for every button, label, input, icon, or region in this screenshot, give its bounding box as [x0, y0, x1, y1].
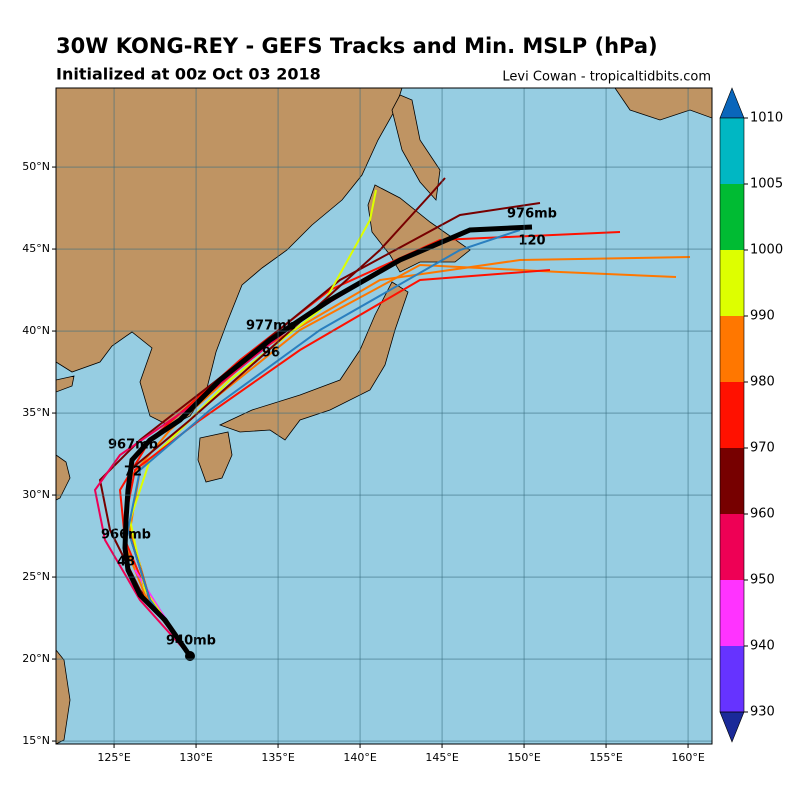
- x-tick-label: 145°E: [425, 751, 458, 764]
- colorbar-tick-label: 960: [750, 507, 775, 522]
- colorbar-segment: [720, 448, 744, 514]
- colorbar-segment: [720, 250, 744, 316]
- pressure-label: 977mb: [246, 319, 296, 334]
- hour-label: 96: [262, 346, 280, 361]
- x-tick-label: 130°E: [179, 751, 212, 764]
- x-tick-label: 155°E: [589, 751, 622, 764]
- start-point: [185, 651, 195, 661]
- colorbar-segment: [720, 514, 744, 580]
- mainland: [56, 88, 403, 427]
- track: [126, 229, 521, 657]
- track-labels: 940mb 966mb 48 967mb 72 977mb 96 976mb 1…: [101, 207, 557, 649]
- colorbar-tick-label: 990: [750, 309, 775, 324]
- x-tick-label: 140°E: [343, 751, 376, 764]
- hour-label: 120: [518, 234, 545, 249]
- y-tick-label: 35°N: [22, 406, 50, 419]
- colorbar-tick-label: 930: [750, 705, 775, 720]
- colorbar-over: [719, 87, 745, 119]
- colorbar-tick-label: 1010: [750, 111, 783, 126]
- land: [56, 88, 712, 744]
- y-tick-label: 40°N: [22, 324, 50, 337]
- y-tick-label: 30°N: [22, 488, 50, 501]
- title: 30W KONG-REY - GEFS Tracks and Min. MSLP…: [56, 34, 658, 58]
- colorbar-segment: [720, 118, 744, 184]
- colorbar-segment: [720, 316, 744, 382]
- hour-label: 48: [117, 555, 135, 570]
- china-coast: [56, 375, 75, 501]
- colorbar-tick-label: 1005: [750, 177, 783, 192]
- x-tick-label: 135°E: [261, 751, 294, 764]
- colorbar-tick-label: 980: [750, 375, 775, 390]
- pressure-label: 966mb: [101, 528, 151, 543]
- y-tick-label: 50°N: [22, 160, 50, 173]
- colorbar-tick-label: 940: [750, 639, 775, 654]
- mean-track: [122, 224, 533, 658]
- colorbar: 930 940 950 960 970 980 990 1000 1005 1010: [719, 87, 783, 743]
- map-frame: [55, 87, 713, 745]
- x-tick-label: 125°E: [97, 751, 130, 764]
- graticule: [56, 88, 712, 744]
- pressure-label: 976mb: [507, 207, 557, 222]
- colorbar-tick-label: 1000: [750, 243, 783, 258]
- kyushu: [197, 431, 233, 483]
- colorbar-under: [719, 711, 745, 743]
- x-tick-label: 150°E: [507, 751, 540, 764]
- y-tick-label: 45°N: [22, 242, 50, 255]
- y-tick-label: 25°N: [22, 570, 50, 583]
- colorbar-frame: [719, 117, 745, 713]
- hour-label: 72: [124, 465, 142, 480]
- ensemble-tracks: [93, 177, 691, 657]
- colorbar-segment: [720, 580, 744, 646]
- colorbar-segment: [720, 646, 744, 712]
- colorbar-tick-label: 950: [750, 573, 775, 588]
- credit: Levi Cowan - tropicaltidbits.com: [502, 70, 711, 85]
- kamchatka: [614, 88, 712, 121]
- map: 940mb 966mb 48 967mb 72 977mb 96 976mb 1…: [56, 88, 712, 744]
- pressure-label: 967mb: [108, 438, 158, 453]
- subtitle: Initialized at 00z Oct 03 2018: [56, 65, 321, 84]
- x-tick-label: 160°E: [671, 751, 704, 764]
- luzon: [56, 649, 71, 744]
- sakhalin: [391, 94, 441, 201]
- colorbar-tick-label: 970: [750, 441, 775, 456]
- y-tick-label: 20°N: [22, 652, 50, 665]
- pressure-label: 940mb: [166, 634, 216, 649]
- y-tick-label: 15°N: [22, 734, 50, 747]
- colorbar-segment: [720, 382, 744, 448]
- colorbar-segment: [720, 184, 744, 250]
